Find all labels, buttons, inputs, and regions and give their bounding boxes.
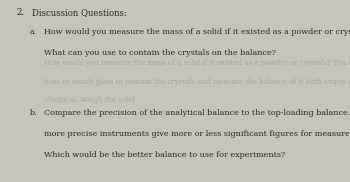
- Text: How would you measure the mass of a solid if it existed as a powder or crystals?: How would you measure the mass of a soli…: [44, 28, 350, 36]
- Text: a.: a.: [30, 28, 37, 36]
- Text: b.: b.: [30, 109, 37, 117]
- Text: How would you measure the mass of a solid if it existed as a powder or crystals?: How would you measure the mass of a soli…: [44, 59, 350, 67]
- Text: chemical. Weigh the solid.: chemical. Weigh the solid.: [44, 96, 137, 104]
- Text: Discussion Questions:: Discussion Questions:: [32, 8, 126, 17]
- Text: boat or watch glass to contain the crystals and measure the balance of it both e: boat or watch glass to contain the cryst…: [44, 78, 350, 86]
- Text: Compare the precision of the analytical balance to the top-loading balance. Do: Compare the precision of the analytical …: [44, 109, 350, 117]
- Text: What can you use to contain the crystals on the balance?: What can you use to contain the crystals…: [44, 49, 276, 57]
- Text: more precise instruments give more or less significant figures for measurements?: more precise instruments give more or le…: [44, 130, 350, 138]
- Text: 2.: 2.: [17, 8, 25, 17]
- Text: Which would be the better balance to use for experiments?: Which would be the better balance to use…: [44, 151, 285, 159]
